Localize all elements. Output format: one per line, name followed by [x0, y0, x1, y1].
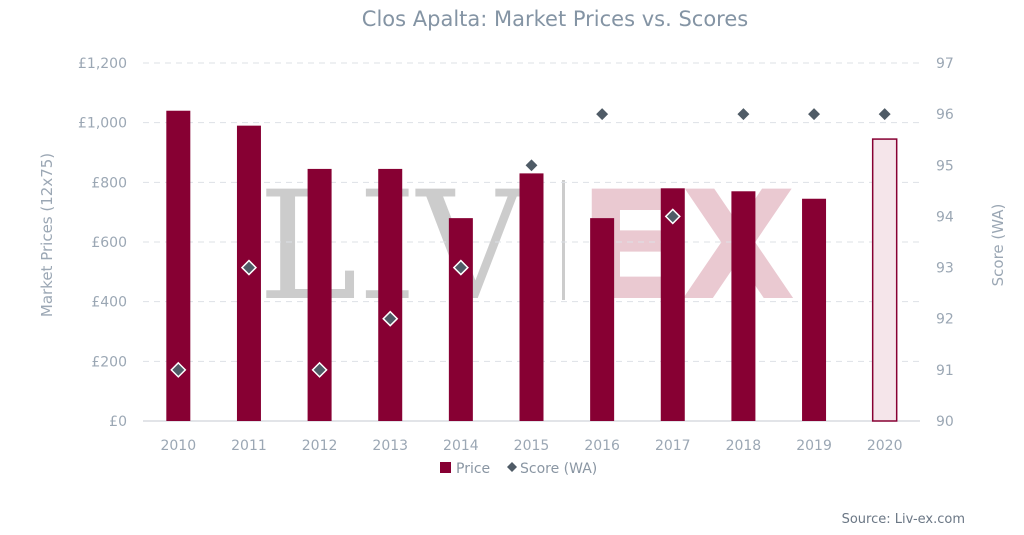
price-bar-2017: [660, 188, 685, 421]
price-bar-2013: [378, 168, 403, 421]
y2-tick-label: 94: [936, 209, 954, 225]
x-tick-label: 2011: [231, 438, 267, 454]
price-bar-2019: [802, 198, 827, 421]
x-tick-label: 2013: [372, 438, 408, 454]
y-axis-right-ticks: 90 91 92 93 94 95 96 97: [936, 56, 954, 430]
y-axis-right-label: Score (WA): [989, 204, 1007, 287]
score-point-2010: [170, 361, 187, 378]
y2-tick-label: 97: [936, 56, 954, 72]
x-tick-label: 2015: [514, 438, 550, 454]
y2-tick-label: 91: [936, 363, 954, 379]
y-tick-label: £1,000: [78, 116, 127, 132]
price-bar-2014: [448, 218, 473, 421]
watermark-divider: [562, 180, 565, 300]
legend-price-swatch: [440, 462, 451, 473]
price-bar-2020: [871, 138, 898, 422]
score-point-2019: [805, 106, 823, 123]
y2-tick-label: 96: [936, 107, 954, 123]
y-tick-label: £400: [91, 295, 127, 311]
legend-score-marker: [507, 462, 517, 472]
price-bar-2012: [307, 168, 332, 421]
x-axis-ticks: 2010 2011 2012 2013 2014 2015 2016 2017 2018 2019…: [160, 438, 902, 454]
score-point-2016: [594, 106, 611, 123]
chart-title: Clos Apalta: Market Prices vs. Scores: [362, 7, 748, 31]
y-tick-label: £600: [91, 235, 127, 251]
y2-tick-label: 92: [936, 312, 954, 328]
score-points: [170, 106, 893, 378]
x-tick-label: 2020: [867, 438, 903, 454]
y-tick-label: £200: [91, 354, 127, 370]
x-tick-label: 2019: [796, 438, 832, 454]
y2-tick-label: 90: [936, 414, 954, 430]
legend-score-label: Score (WA): [520, 461, 597, 477]
x-tick-label: 2016: [584, 438, 620, 454]
source-note: Source: Liv-ex.com: [842, 512, 965, 527]
score-point-2012: [311, 361, 328, 378]
x-tick-label: 2012: [302, 438, 338, 454]
score-point-2017: [664, 208, 681, 225]
y2-tick-label: 93: [936, 261, 954, 277]
y2-tick-label: 95: [936, 158, 954, 174]
score-point-2015: [523, 157, 540, 174]
score-point-2011: [240, 259, 258, 276]
x-tick-label: 2018: [726, 438, 762, 454]
price-bar-2015: [519, 173, 544, 421]
legend-price-label: Price: [456, 461, 490, 477]
y-tick-label: £800: [91, 175, 127, 191]
price-bar-2016: [590, 218, 615, 421]
score-point-2018: [735, 106, 752, 123]
score-point-2020: [876, 106, 893, 123]
score-point-2014: [452, 259, 469, 276]
x-tick-label: 2010: [160, 438, 196, 454]
y-axis-left-ticks: £0 £200 £400 £600 £800 £1,000 £1,200: [78, 56, 127, 430]
y-tick-label: £0: [109, 414, 127, 430]
price-bar-2018: [731, 191, 756, 421]
x-tick-label: 2014: [443, 438, 479, 454]
y-axis-left-label: Market Prices (12x75): [38, 153, 56, 317]
x-tick-label: 2017: [655, 438, 691, 454]
watermark-ex-text: EX: [578, 160, 796, 334]
legend: Price Score (WA): [440, 461, 597, 477]
y-tick-label: £1,200: [78, 56, 127, 72]
score-point-2013: [382, 310, 399, 327]
